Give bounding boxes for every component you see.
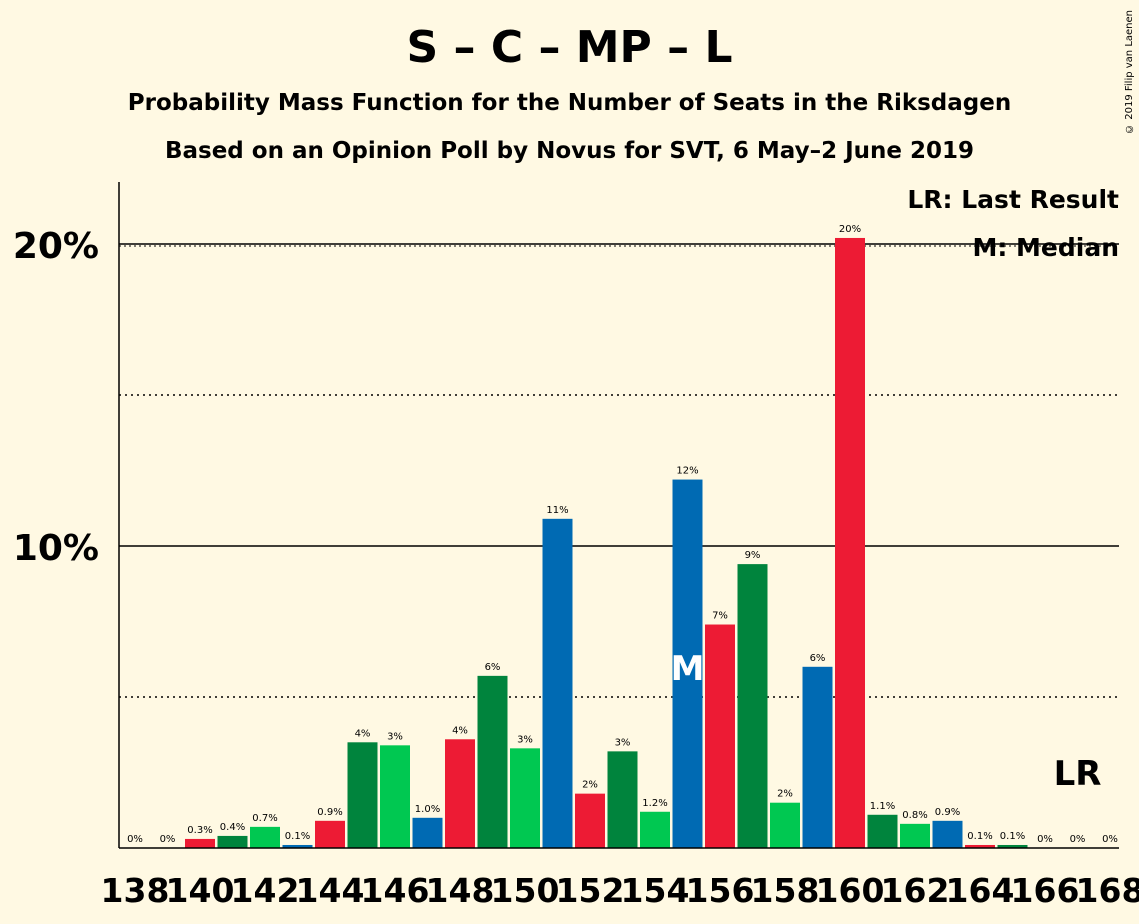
bar-seat-153	[607, 751, 638, 848]
median-marker: M	[671, 649, 705, 689]
bar-label: 0.1%	[967, 831, 992, 842]
bar-label: 2%	[777, 789, 793, 800]
bar-seat-155	[672, 479, 703, 848]
bar-label: 6%	[485, 662, 501, 673]
bar-label: 0%	[1102, 834, 1118, 845]
x-tick-label: 156	[686, 871, 755, 910]
bar-seat-159	[802, 666, 833, 848]
bar-label: 1.2%	[642, 798, 667, 809]
bar-label: 4%	[355, 728, 371, 739]
bar-label: 3%	[387, 731, 403, 742]
bar-label: 0%	[127, 834, 143, 845]
x-tick-label: 138	[101, 871, 170, 910]
x-tick-label: 168	[1076, 871, 1139, 910]
bar-seat-147	[412, 817, 443, 848]
bar-label: 3%	[615, 737, 631, 748]
bar-seat-146	[380, 745, 410, 848]
bar-seat-150	[510, 748, 540, 848]
x-tick-label: 140	[166, 871, 235, 910]
x-tick-label: 152	[556, 871, 625, 910]
chart-title: S – C – MP – L	[406, 22, 733, 73]
bar-seat-143	[282, 844, 313, 848]
bar-label: 1.1%	[870, 801, 895, 812]
bar-label: 0.1%	[1000, 831, 1025, 842]
bar-seat-140	[185, 838, 215, 848]
bar-seat-152	[575, 793, 605, 848]
x-tick-label: 150	[491, 871, 560, 910]
bar-label: 2%	[582, 780, 598, 791]
bar-label: 0.9%	[935, 807, 960, 818]
x-tick-label: 154	[621, 871, 690, 910]
bar-label: 9%	[745, 550, 761, 561]
legend-median: M: Median	[972, 233, 1119, 262]
bar-seat-157	[737, 564, 768, 848]
bar-label: 6%	[810, 653, 826, 664]
bar-label: 0.9%	[317, 807, 342, 818]
bar-label: 0%	[1070, 834, 1086, 845]
y-tick-label: 20%	[13, 226, 99, 267]
bar-seat-141	[217, 835, 248, 848]
bar-label: 0.8%	[902, 810, 927, 821]
bar-label: 3%	[517, 734, 533, 745]
bar-seat-164	[965, 844, 995, 848]
bar-seat-161	[867, 814, 898, 848]
bar-label: 12%	[676, 466, 698, 477]
x-tick-label: 164	[946, 871, 1015, 910]
bar-seat-149	[477, 675, 508, 848]
bar-seat-154	[640, 811, 670, 848]
bar-seat-144	[315, 820, 345, 848]
bar-seat-158	[770, 802, 800, 848]
bar-seat-165	[997, 844, 1028, 848]
bar-seat-148	[445, 739, 475, 848]
bar-label: 0%	[160, 834, 176, 845]
bar-label: 11%	[546, 505, 568, 516]
bar-seat-162	[900, 823, 930, 848]
bar-label: 20%	[839, 224, 861, 235]
bar-label: 0.1%	[285, 831, 310, 842]
x-tick-label: 148	[426, 871, 495, 910]
y-tick-label: 10%	[13, 528, 99, 569]
bar-seat-163	[932, 820, 963, 848]
bar-seat-151	[542, 518, 573, 848]
bar-label: 4%	[452, 725, 468, 736]
bar-seat-142	[250, 826, 280, 848]
bar-label: 0.3%	[187, 825, 212, 836]
x-tick-label: 162	[881, 871, 950, 910]
x-tick-label: 146	[361, 871, 430, 910]
bar-label: 0%	[1037, 834, 1053, 845]
legend-last-result: LR: Last Result	[907, 185, 1119, 214]
last-result-marker: LR	[1054, 754, 1102, 794]
bar-label: 7%	[712, 611, 728, 622]
chart-source-line: Based on an Opinion Poll by Novus for SV…	[164, 138, 975, 164]
x-tick-label: 144	[296, 871, 365, 910]
x-tick-label: 142	[231, 871, 300, 910]
bar-seat-145	[347, 742, 378, 848]
bar-seat-156	[705, 624, 735, 848]
bar-seat-160	[835, 237, 865, 848]
bar-label: 1.0%	[415, 804, 440, 815]
bar-label: 0.7%	[252, 813, 277, 824]
x-tick-label: 166	[1011, 871, 1080, 910]
chart-subtitle: Probability Mass Function for the Number…	[127, 90, 1012, 116]
bar-label: 0.4%	[220, 822, 245, 833]
x-tick-label: 158	[751, 871, 820, 910]
x-tick-label: 160	[816, 871, 885, 910]
